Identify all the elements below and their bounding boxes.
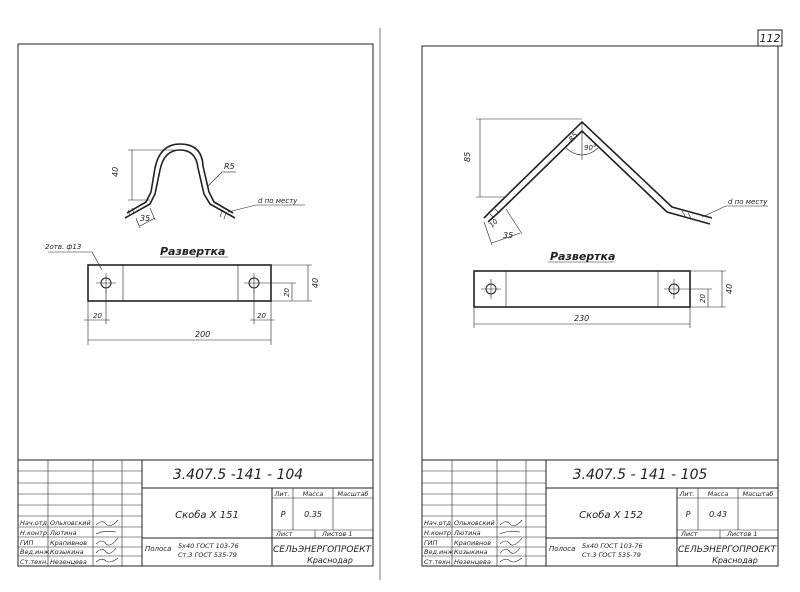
radius-label: R5 [224,162,235,171]
right-title-block [421,459,779,567]
thickness-note: d по месту [258,197,298,205]
page-number: 112 [760,32,781,45]
height-label: 40 [111,167,120,177]
left-sheet: 40 R5 35 d по месту [17,43,374,567]
dev-end-right-label: 20 [257,312,266,320]
signer-name-4: Козыкина [50,548,84,556]
material-line2-2: Ст.3 ГОСТ 535-79 [582,551,641,559]
header-lit: Лит. [274,490,290,498]
development-title-2: Развертка [550,250,615,263]
signer-name-2b: Лютина [453,529,481,537]
sheet-label: Лист [275,530,293,538]
signer-name-3b: Крапивнов [454,539,491,547]
bracket-x152-view [476,118,768,246]
foot1-label: 10 [488,217,500,229]
signer-role-1: Нач.отд. [20,519,49,527]
header-scale-2: Масштаб [743,490,774,498]
signer-role-2: Н.контр. [20,529,49,537]
org-name: СЕЛЬЭНЕРГОПРОЕКТ [273,545,373,555]
dev-length-label-2: 230 [574,314,589,323]
signer-name-5: Незенцева [50,558,87,566]
left-title-block [17,459,374,567]
dev-hole-pos-label-2: 20 [699,294,707,303]
dev-height-label: 40 [311,278,320,288]
development-x152 [473,261,726,328]
development-x151 [48,251,312,345]
height-label-2: 85 [463,152,472,162]
signer-name-5b: Незенцева [454,558,491,566]
angle-label: 90° [584,144,596,152]
sheets-label: Листов 1 [321,530,352,538]
sheet-label-2: Лист [680,530,698,538]
thickness-note-2: d по месту [728,198,768,206]
right-sheet: 85 R5 90° 10 35 d по месту Разверт [421,45,779,567]
item-name-2: Скоба Х 152 [579,509,643,521]
signer-role-4: Вед.инж. [20,548,51,556]
signer-role-1b: Нач.отд. [424,519,453,527]
org-name-2: СЕЛЬЭНЕРГОПРОЕКТ [678,545,778,555]
bracket-x151-view [124,143,305,229]
material-label: Полоса [145,545,171,553]
material-line1: 5х40 ГОСТ 103-76 [178,542,239,550]
foot-label: 35 [140,214,150,223]
doc-code-2: 3.407.5 - 141 - 105 [573,467,708,483]
dev-length-label: 200 [195,330,210,339]
mass-value-2: 0.43 [709,510,727,519]
signer-role-5: Ст.техн. [20,558,48,566]
lit-value: Р [281,510,286,519]
signer-name-3: Крапивнов [50,539,87,547]
signer-name-4b: Козыкина [454,548,488,556]
signer-role-3: ГИП [20,539,33,547]
material-line1-2: 5х40 ГОСТ 103-76 [582,542,643,550]
development-title: Развертка [160,245,225,258]
header-mass: Масса [303,490,324,498]
material-line2: Ст.3 ГОСТ 535-79 [178,551,237,559]
doc-code: 3.407.5 -141 - 104 [173,467,303,483]
dev-hole-pos-label: 20 [283,288,291,297]
hole-note: 2отв. ф13 [45,243,81,251]
dev-height-label-2: 40 [725,284,734,294]
header-mass-2: Масса [708,490,729,498]
page-number-box: 112 [757,29,783,47]
material-label-2: Полоса [549,545,575,553]
signer-role-3b: ГИП [424,539,437,547]
signer-role-4b: Вед.инж. [424,548,455,556]
foot2-label: 35 [503,231,513,240]
item-name: Скоба Х 151 [175,509,239,521]
sheets-label-2: Листов 1 [726,530,757,538]
signer-name-1b: Ольховский [454,519,495,527]
signer-name-1: Ольховский [50,519,91,527]
org-city: Краснодар [307,556,353,565]
header-lit-2: Лит. [679,490,695,498]
signer-role-2b: Н.контр. [424,529,453,537]
radius-label-2: R5 [567,131,579,144]
signer-role-5b: Ст.техн. [424,558,452,566]
lit-value-2: Р [686,510,691,519]
dev-end-left-label: 20 [93,312,102,320]
mass-value: 0.35 [304,510,322,519]
org-city-2: Краснодар [712,556,758,565]
header-scale: Масштаб [338,490,369,498]
signer-name-2: Лютина [49,529,77,537]
